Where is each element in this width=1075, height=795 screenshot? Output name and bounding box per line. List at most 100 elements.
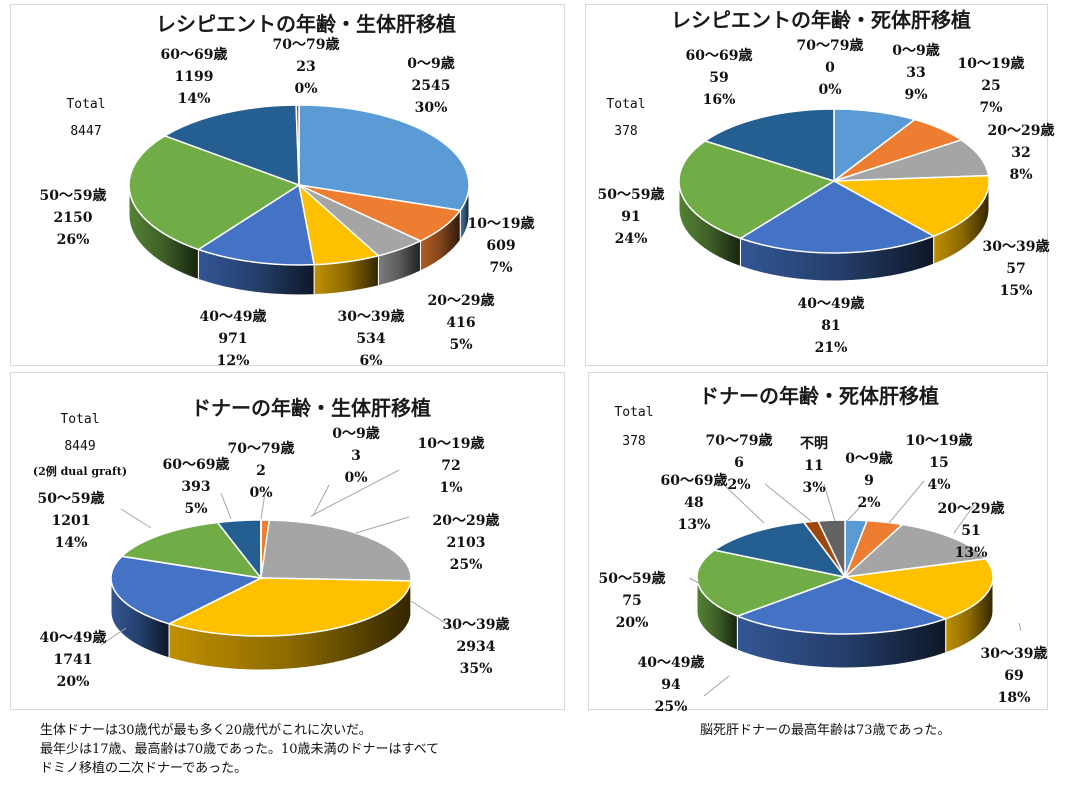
chart-title: レシピエントの年齢・生体肝移植 (156, 12, 456, 36)
slice-percent: 26% (57, 232, 90, 248)
slice-percent: 18% (998, 690, 1031, 706)
leader-line (100, 627, 127, 646)
data-label-age-70: 70～79歳 23 0% (273, 36, 340, 97)
slice-percent: 1% (439, 480, 462, 496)
slice-value: 416 (446, 315, 475, 331)
slice-label: 10～19歳 (906, 432, 973, 449)
data-label-age-30: 30～39歳 2934 35% (443, 616, 510, 677)
pie-chart-recipient-deceased: レシピエントの年齢・死体肝移植 Total 378 0～9歳 33 9% 10～19歳 25 7… (598, 8, 1055, 356)
pie-top (110, 519, 412, 637)
slice-value: 393 (181, 479, 210, 495)
slice-value: 971 (218, 331, 247, 347)
pie-chart-donor-living: ドナーの年齢・生体肝移植 Total 8449 (2例 dual graft) 0～9歳… (33, 396, 510, 690)
slice-label: 10～19歳 (468, 215, 535, 232)
leader-line (953, 504, 975, 534)
slice-label: 50～59歳 (598, 186, 665, 203)
leader-lines (100, 469, 457, 646)
data-label-age-60: 60～69歳 48 13% (661, 472, 728, 533)
slice-percent: 16% (703, 92, 736, 108)
chart-panel-donor-living: ドナーの年齢・生体肝移植 Total 8449 (2例 dual graft) 0～9歳… (10, 372, 565, 710)
slice-label: 50～59歳 (38, 490, 105, 507)
slice-label: 30～39歳 (983, 238, 1050, 255)
pie-slice-age-40 (110, 555, 264, 625)
pie-slice-age-50 (678, 140, 836, 240)
slice-label: 20～29歳 (428, 292, 495, 309)
slice-percent: 21% (815, 340, 848, 356)
pie-sides (696, 576, 994, 669)
slice-value: 1201 (52, 513, 91, 529)
slice-value: 9 (864, 473, 874, 489)
data-label-age-50: 50～59歳 75 20% (599, 570, 666, 631)
slice-value: 57 (1006, 261, 1025, 277)
slice-label: 50～59歳 (599, 570, 666, 587)
slice-label: 40～49歳 (40, 629, 107, 646)
deceased-donor-note: 脳死肝ドナーの最高年齢は73歳であった。 (700, 721, 950, 740)
slice-value: 2150 (54, 210, 93, 226)
slice-value: 91 (621, 209, 640, 225)
data-label-age-10: 10～19歳 15 4% (906, 432, 973, 493)
data-label-age-30: 30～39歳 57 15% (983, 238, 1050, 299)
data-label-age-70: 70～79歳 6 2% (706, 432, 773, 493)
slice-value: 25 (981, 78, 1000, 94)
slice-value: 15 (929, 455, 948, 471)
total-value: 8449 (64, 439, 95, 454)
slice-label: 60～69歳 (661, 472, 728, 489)
slice-percent: 20% (616, 615, 649, 631)
leader-line (846, 504, 863, 522)
living-note-line-3: ドミノ移植の二次ドナーであった。 (40, 761, 248, 776)
slice-percent: 3% (802, 480, 825, 496)
pie-slice-age-0 (833, 108, 917, 183)
pie-slice-age-0 (298, 104, 470, 212)
slice-value: 81 (821, 318, 840, 334)
slice-percent: 13% (678, 517, 711, 533)
leader-line (703, 675, 730, 697)
leader-line (764, 483, 812, 522)
data-label-age-20: 20～29歳 416 5% (428, 292, 495, 353)
slice-value: 2 (256, 463, 266, 479)
total-value: 8447 (70, 124, 101, 139)
total-value: 378 (622, 434, 645, 449)
slice-label: 20～29歳 (988, 122, 1055, 139)
slice-label: 60～69歳 (163, 456, 230, 473)
slice-value: 609 (486, 238, 515, 254)
slice-value: 0 (825, 60, 835, 76)
slice-value: 94 (661, 677, 681, 693)
slice-label: 0～9歳 (845, 450, 892, 467)
pie-slice-age-40 (196, 183, 315, 266)
total-label: Total (66, 97, 105, 112)
slice-label: 60～69歳 (161, 46, 228, 63)
data-label-age-20: 20～29歳 32 8% (988, 122, 1055, 183)
pie-slice-age-50 (128, 135, 301, 251)
slice-percent: 24% (615, 231, 648, 247)
slice-percent: 7% (489, 260, 512, 276)
slice-percent: 13% (955, 545, 988, 561)
slice-label: 不明 (800, 436, 828, 452)
pie-slice-age-70 (295, 104, 300, 186)
chart-title: レシピエントの年齢・死体肝移植 (671, 8, 971, 32)
data-label-age-60: 60～69歳 1199 14% (161, 46, 228, 107)
slice-label: 70～79歳 (273, 36, 340, 53)
leader-line (823, 483, 836, 522)
data-label-age-50: 50～59歳 91 24% (598, 186, 665, 247)
pie-top (678, 108, 990, 254)
pie-slice-unknown (816, 519, 846, 578)
pie-slice-age-20 (842, 523, 987, 579)
leader-line (688, 577, 700, 584)
slice-percent: 35% (460, 661, 493, 677)
slice-percent: 15% (1000, 283, 1033, 299)
total-label: Total (606, 97, 645, 112)
pie-slice-age-30 (167, 577, 412, 637)
pie-slice-age-50 (120, 521, 263, 580)
data-label-age-60: 60～69歳 59 16% (686, 47, 753, 108)
data-label-age-0: 0～9歳 9 2% (845, 450, 892, 511)
slice-label: 30～39歳 (981, 645, 1048, 662)
slice-percent: 25% (450, 557, 483, 573)
leader-line (410, 600, 457, 631)
slice-label: 50～59歳 (40, 187, 107, 204)
slice-percent: 25% (655, 699, 688, 715)
data-label-age-40: 40～49歳 971 12% (200, 308, 267, 369)
deceased-note-line-1: 脳死肝ドナーの最高年齢は73歳であった。 (700, 723, 951, 738)
slice-value: 534 (356, 331, 385, 347)
slice-label: 0～9歳 (407, 55, 454, 72)
slice-value: 72 (441, 458, 460, 474)
